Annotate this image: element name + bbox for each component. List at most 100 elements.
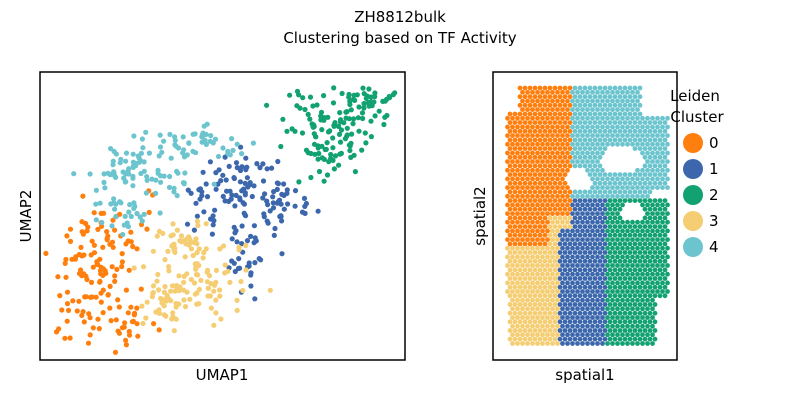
spatial-spot-cluster-2 bbox=[645, 237, 650, 243]
spatial-spot-cluster-3 bbox=[520, 271, 525, 277]
umap-point-cluster-1 bbox=[204, 194, 211, 200]
spatial-spot-cluster-2 bbox=[627, 284, 633, 290]
spatial-spot-cluster-1 bbox=[557, 232, 563, 238]
spatial-spot-cluster-1 bbox=[575, 332, 580, 338]
umap-point-cluster-0 bbox=[87, 332, 93, 338]
spatial-spot-cluster-3 bbox=[515, 254, 520, 260]
spatial-spot-cluster-1 bbox=[575, 237, 580, 243]
spatial-spot-cluster-0 bbox=[535, 98, 540, 104]
spatial-spot-cluster-0 bbox=[542, 120, 548, 125]
spatial-spot-cluster-0 bbox=[555, 176, 560, 182]
spatial-spot-cluster-0 bbox=[535, 185, 540, 191]
spatial-spot-cluster-2 bbox=[630, 341, 635, 346]
spatial-spot-cluster-0 bbox=[512, 215, 518, 221]
spatial-spot-cluster-4 bbox=[640, 141, 645, 147]
spatial-spot-cluster-3 bbox=[522, 250, 528, 255]
spatial-spot-cluster-0 bbox=[535, 219, 540, 225]
spatial-spot-cluster-4 bbox=[600, 176, 605, 182]
spatial-spot-cluster-1 bbox=[592, 258, 598, 264]
spatial-spot-cluster-2 bbox=[642, 232, 648, 238]
spatial-spot-cluster-0 bbox=[510, 219, 515, 225]
spatial-spot-cluster-4 bbox=[620, 193, 625, 199]
spatial-spot-cluster-1 bbox=[565, 228, 570, 234]
spatial-spot-cluster-1 bbox=[577, 232, 583, 238]
legend-marker-2 bbox=[683, 185, 703, 205]
spatial-spot-cluster-1 bbox=[562, 293, 568, 299]
umap-point-cluster-1 bbox=[248, 233, 254, 239]
spatial-spot-cluster-4 bbox=[662, 163, 668, 169]
spatial-spot-cluster-2 bbox=[647, 319, 653, 325]
umap-point-cluster-0 bbox=[112, 227, 118, 233]
spatial-spot-cluster-3 bbox=[552, 319, 558, 325]
spatial-spot-cluster-0 bbox=[540, 133, 545, 139]
spatial-spot-cluster-0 bbox=[550, 167, 555, 173]
spatial-spot-cluster-4 bbox=[637, 137, 643, 143]
spatial-spot-cluster-2 bbox=[665, 228, 670, 234]
umap-point-cluster-3 bbox=[170, 221, 176, 227]
spatial-spot-cluster-2 bbox=[622, 319, 628, 325]
spatial-spot-cluster-0 bbox=[520, 219, 525, 225]
spatial-spot-cluster-3 bbox=[545, 263, 550, 268]
spatial-spot-cluster-2 bbox=[642, 302, 648, 307]
umap-point-cluster-3 bbox=[267, 287, 273, 293]
spatial-spot-cluster-4 bbox=[647, 137, 653, 143]
spatial-spot-cluster-2 bbox=[605, 263, 610, 268]
spatial-spot-cluster-1 bbox=[577, 336, 583, 342]
spatial-spot-cluster-1 bbox=[582, 302, 588, 307]
umap-point-cluster-1 bbox=[315, 208, 321, 214]
spatial-spot-cluster-1 bbox=[592, 206, 598, 212]
spatial-spot-cluster-2 bbox=[657, 276, 663, 281]
umap-point-cluster-2 bbox=[294, 88, 301, 94]
spatial-spot-cluster-0 bbox=[520, 159, 525, 165]
spatial-spot-cluster-4 bbox=[642, 172, 648, 178]
spatial-spot-cluster-4 bbox=[615, 124, 620, 130]
spatial-spot-cluster-2 bbox=[650, 228, 655, 234]
spatial-spot-cluster-3 bbox=[542, 328, 548, 333]
spatial-spot-cluster-4 bbox=[625, 193, 630, 199]
spatial-spot-cluster-3 bbox=[535, 280, 540, 286]
spatial-spot-cluster-4 bbox=[602, 172, 608, 178]
umap-point-cluster-0 bbox=[107, 283, 113, 289]
spatial-spot-cluster-4 bbox=[622, 180, 628, 186]
umap-point-cluster-2 bbox=[308, 174, 314, 181]
spatial-spot-cluster-4 bbox=[622, 137, 628, 143]
spatial-spot-cluster-0 bbox=[567, 137, 573, 143]
spatial-spot-cluster-4 bbox=[582, 120, 588, 125]
spatial-spot-cluster-1 bbox=[590, 315, 595, 320]
spatial-spot-cluster-1 bbox=[577, 198, 583, 204]
spatial-spot-cluster-4 bbox=[597, 146, 603, 152]
spatial-spot-cluster-1 bbox=[562, 336, 568, 342]
umap-point-cluster-2 bbox=[346, 116, 352, 122]
umap-point-cluster-4 bbox=[113, 201, 119, 207]
spatial-spot-cluster-1 bbox=[580, 280, 585, 286]
spatial-spot-cluster-2 bbox=[640, 254, 645, 260]
spatial-spot-cluster-1 bbox=[565, 332, 570, 338]
spatial-spot-cluster-4 bbox=[617, 85, 623, 91]
spatial-spot-cluster-2 bbox=[625, 289, 630, 294]
spatial-spot-cluster-0 bbox=[557, 189, 563, 195]
spatial-spot-cluster-2 bbox=[607, 250, 613, 255]
spatial-spot-cluster-2 bbox=[610, 289, 615, 294]
umap-point-cluster-4 bbox=[137, 214, 143, 220]
umap-point-cluster-0 bbox=[130, 243, 136, 250]
spatial-spot-cluster-4 bbox=[662, 146, 668, 152]
spatial-spot-cluster-4 bbox=[605, 115, 610, 121]
spatial-spot-cluster-1 bbox=[575, 315, 580, 320]
umap-point-cluster-1 bbox=[267, 208, 273, 214]
spatial-spot-cluster-2 bbox=[610, 315, 615, 320]
spatial-spot-cluster-4 bbox=[622, 94, 628, 100]
spatial-spot-cluster-2 bbox=[662, 215, 668, 221]
spatial-spot-cluster-3 bbox=[565, 219, 570, 225]
spatial-spot-cluster-3 bbox=[517, 310, 523, 316]
umap-point-cluster-0 bbox=[81, 319, 87, 325]
spatial-spot-cluster-4 bbox=[622, 120, 628, 125]
spatial-spot-cluster-3 bbox=[555, 280, 560, 286]
umap-point-cluster-1 bbox=[275, 158, 281, 165]
spatial-spot-cluster-2 bbox=[647, 232, 653, 238]
spatial-spot-cluster-3 bbox=[530, 297, 535, 303]
spatial-spot-cluster-2 bbox=[635, 219, 640, 225]
spatial-spot-cluster-0 bbox=[547, 163, 553, 169]
spatial-spot-cluster-0 bbox=[510, 141, 515, 147]
spatial-spot-cluster-2 bbox=[650, 271, 655, 277]
spatial-spot-cluster-3 bbox=[545, 341, 550, 346]
